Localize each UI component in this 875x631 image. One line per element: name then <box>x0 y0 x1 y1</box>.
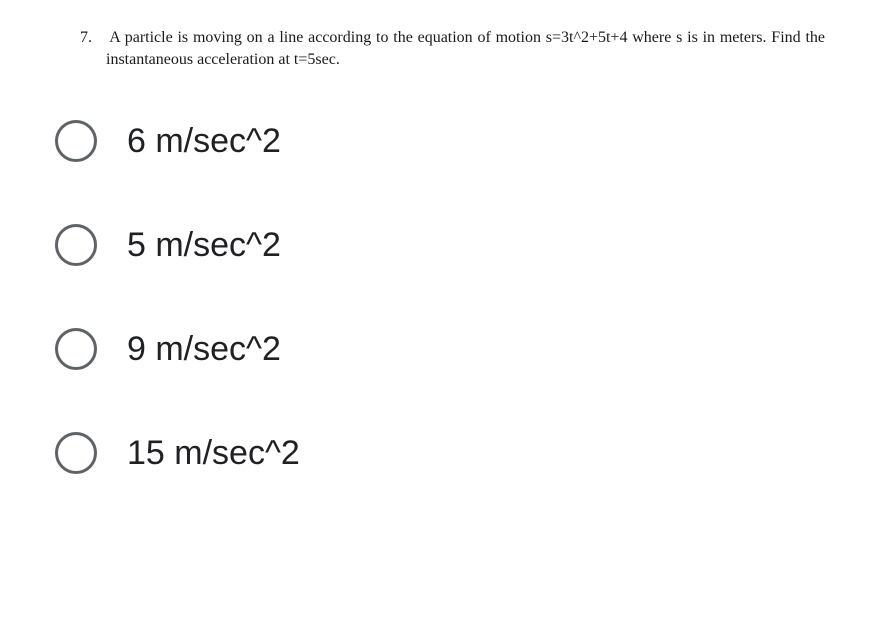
question-block: 7. A particle is moving on a line accord… <box>0 27 875 70</box>
option-label: 9 m/sec^2 <box>127 330 281 369</box>
option-row[interactable]: 15 m/sec^2 <box>55 432 875 474</box>
options-container: 6 m/sec^2 5 m/sec^2 9 m/sec^2 15 m/sec^2 <box>0 120 875 474</box>
option-label: 6 m/sec^2 <box>127 122 281 161</box>
radio-icon[interactable] <box>55 224 97 266</box>
question-text: A particle is moving on a line according… <box>106 29 825 68</box>
question-number: 7. <box>80 29 92 46</box>
option-row[interactable]: 5 m/sec^2 <box>55 224 875 266</box>
radio-icon[interactable] <box>55 432 97 474</box>
option-label: 15 m/sec^2 <box>127 434 300 473</box>
radio-icon[interactable] <box>55 328 97 370</box>
option-row[interactable]: 9 m/sec^2 <box>55 328 875 370</box>
option-label: 5 m/sec^2 <box>127 226 281 265</box>
question-container: 7. A particle is moving on a line accord… <box>80 27 825 70</box>
radio-icon[interactable] <box>55 120 97 162</box>
option-row[interactable]: 6 m/sec^2 <box>55 120 875 162</box>
